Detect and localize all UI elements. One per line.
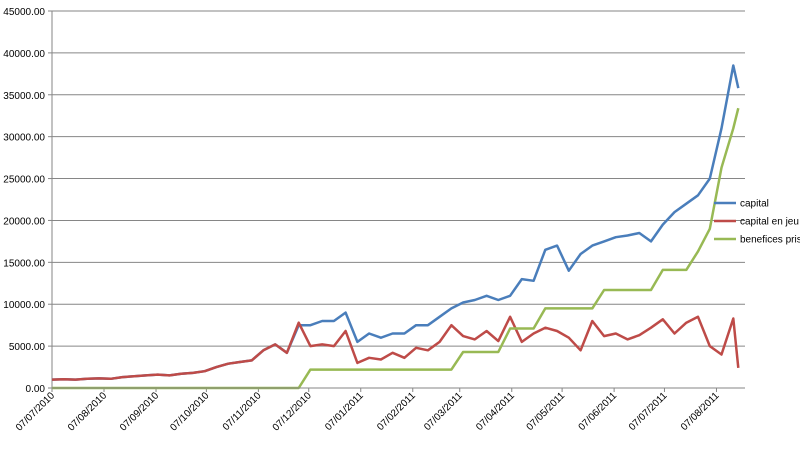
- x-tick-label: 07/08/2010: [66, 390, 109, 433]
- x-tick-label: 07/03/2011: [422, 390, 465, 433]
- legend-label: capital: [740, 199, 769, 210]
- y-tick-label: 40000.00: [3, 49, 45, 60]
- x-tick-label: 07/08/2011: [679, 390, 722, 433]
- y-tick-label: 0.00: [26, 384, 46, 395]
- y-tick-label: 15000.00: [3, 258, 45, 269]
- series-line: [51, 64, 740, 381]
- x-tick-label: 07/01/2011: [323, 390, 366, 433]
- x-tick-label: 07/04/2011: [474, 390, 517, 433]
- y-tick-label: 35000.00: [3, 91, 45, 102]
- y-tick-label: 45000.00: [3, 7, 45, 18]
- x-tick-label: 07/09/2010: [118, 390, 161, 433]
- y-tick-label: 5000.00: [9, 342, 46, 353]
- y-tick-label: 10000.00: [3, 300, 45, 311]
- x-tick-label: 07/10/2010: [168, 390, 211, 433]
- y-tick-label: 30000.00: [3, 133, 45, 144]
- x-tick-label: 07/06/2011: [577, 390, 620, 433]
- x-tick-label: 07/11/2010: [221, 390, 264, 433]
- legend-label: capital en jeu: [740, 217, 799, 228]
- x-tick-label: 07/07/2011: [627, 390, 670, 433]
- x-tick-label: 07/05/2011: [525, 390, 568, 433]
- y-tick-label: 20000.00: [3, 216, 45, 227]
- x-tick-label: 07/02/2011: [375, 390, 418, 433]
- series-line: [51, 315, 740, 381]
- y-tick-label: 25000.00: [3, 175, 45, 186]
- legend-label: benefices pris: [740, 235, 800, 246]
- x-tick-label: 07/07/2010: [14, 390, 57, 433]
- x-tick-label: 07/12/2010: [271, 390, 314, 433]
